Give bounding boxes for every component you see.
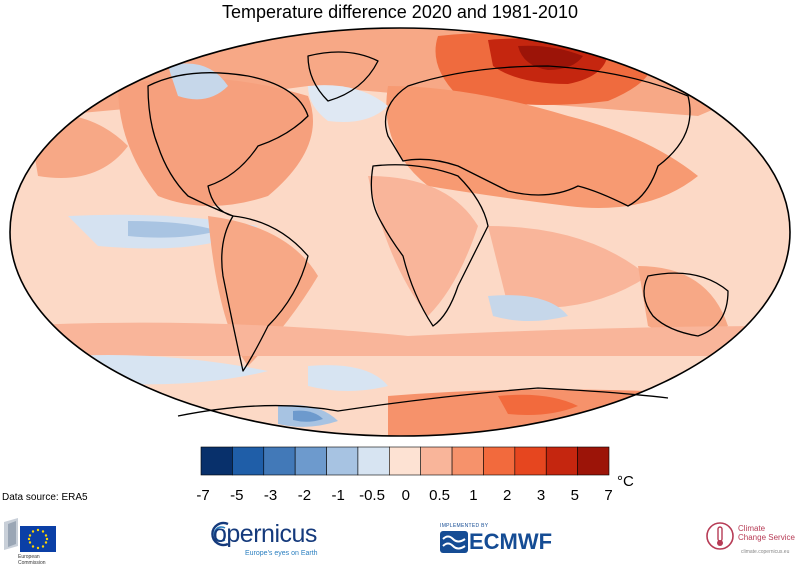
colorbar-tick-label: 3	[536, 487, 546, 504]
north-america-coast	[147, 72, 309, 217]
colorbar-swatch	[294, 446, 327, 476]
indian-ocean-warm	[488, 226, 648, 308]
colorbar-tick-label: 0	[401, 487, 410, 504]
ecmwf-wordmark: ECMWF	[469, 529, 553, 554]
africa-coast	[370, 164, 489, 327]
colorbar-swatch	[545, 446, 578, 476]
colorbar-tick-label: -3	[263, 487, 278, 504]
eq-cool-core	[128, 221, 218, 238]
colorbar-tick-label: 1	[469, 487, 478, 504]
page-title: Temperature difference 2020 and 1981-201…	[222, 2, 578, 22]
south-indian-cool	[488, 295, 568, 321]
colorbar	[200, 446, 610, 476]
colorbar-tick-label: -2	[297, 487, 312, 504]
colorbar-swatch	[451, 446, 484, 476]
antarctic-hot	[498, 394, 578, 415]
colorbar-swatch	[200, 446, 233, 476]
thermometer-globe-icon	[706, 522, 734, 550]
colorbar-tick-label: -1	[331, 487, 345, 504]
copernicus-wordmark: opernicus	[213, 520, 317, 548]
antarctica-coast	[177, 387, 669, 417]
colorbar-tick-label: -5	[230, 487, 244, 504]
greenland-coast	[307, 51, 379, 102]
colorbar-swatch	[514, 446, 547, 476]
world-anomaly-map	[9, 27, 791, 437]
africa-warm	[368, 176, 478, 316]
colorbar-tick-label: -0.5	[359, 487, 385, 504]
colorbar-swatch	[420, 446, 453, 476]
ecmwf-implemented-by: IMPLEMENTED BY	[440, 523, 489, 529]
colorbar-swatch	[389, 446, 421, 476]
colorbar-swatch	[326, 446, 359, 476]
c3s-url: climate.copernicus.eu	[741, 549, 790, 555]
ecmwf-wave-icon	[440, 531, 468, 553]
south-america-coast	[221, 215, 309, 372]
copernicus-c-icon	[211, 521, 229, 547]
colorbar-tick-label: 7	[604, 487, 613, 504]
colorbar-swatch	[483, 446, 516, 476]
eurasia-coast	[384, 65, 691, 207]
c3s-label: Climate Change Service	[738, 524, 795, 542]
north-atlantic-cool	[308, 85, 388, 122]
siberia-peak	[518, 45, 583, 70]
australia-warm	[638, 266, 728, 336]
colorbar-tick-label: 0.5	[429, 487, 451, 504]
eurasia-warm	[386, 86, 698, 208]
southern-ocean-warm-band	[10, 322, 790, 356]
south-atlantic-cool	[308, 365, 388, 391]
antarctic-cool-core	[293, 410, 323, 422]
eu-flag-icon	[4, 518, 56, 552]
colorbar-swatch	[357, 446, 390, 476]
colorbar-swatch	[263, 446, 296, 476]
data-source-label: Data source: ERA5	[2, 492, 88, 503]
globe-outline	[9, 27, 791, 437]
north-america-warm	[118, 78, 313, 206]
colorbar-tick-label: 5	[570, 487, 579, 504]
copernicus-tagline: Europe's eyes on Earth	[245, 550, 318, 557]
colorbar-tick-label: 2	[503, 487, 512, 504]
colorbar-tick-label: -7	[196, 487, 210, 504]
colorbar-swatch	[232, 446, 265, 476]
australia-coast	[643, 272, 729, 337]
colorbar-unit: °C	[617, 473, 634, 490]
eu-commission-label: European Commission	[18, 554, 46, 566]
colorbar-swatch	[577, 446, 610, 476]
